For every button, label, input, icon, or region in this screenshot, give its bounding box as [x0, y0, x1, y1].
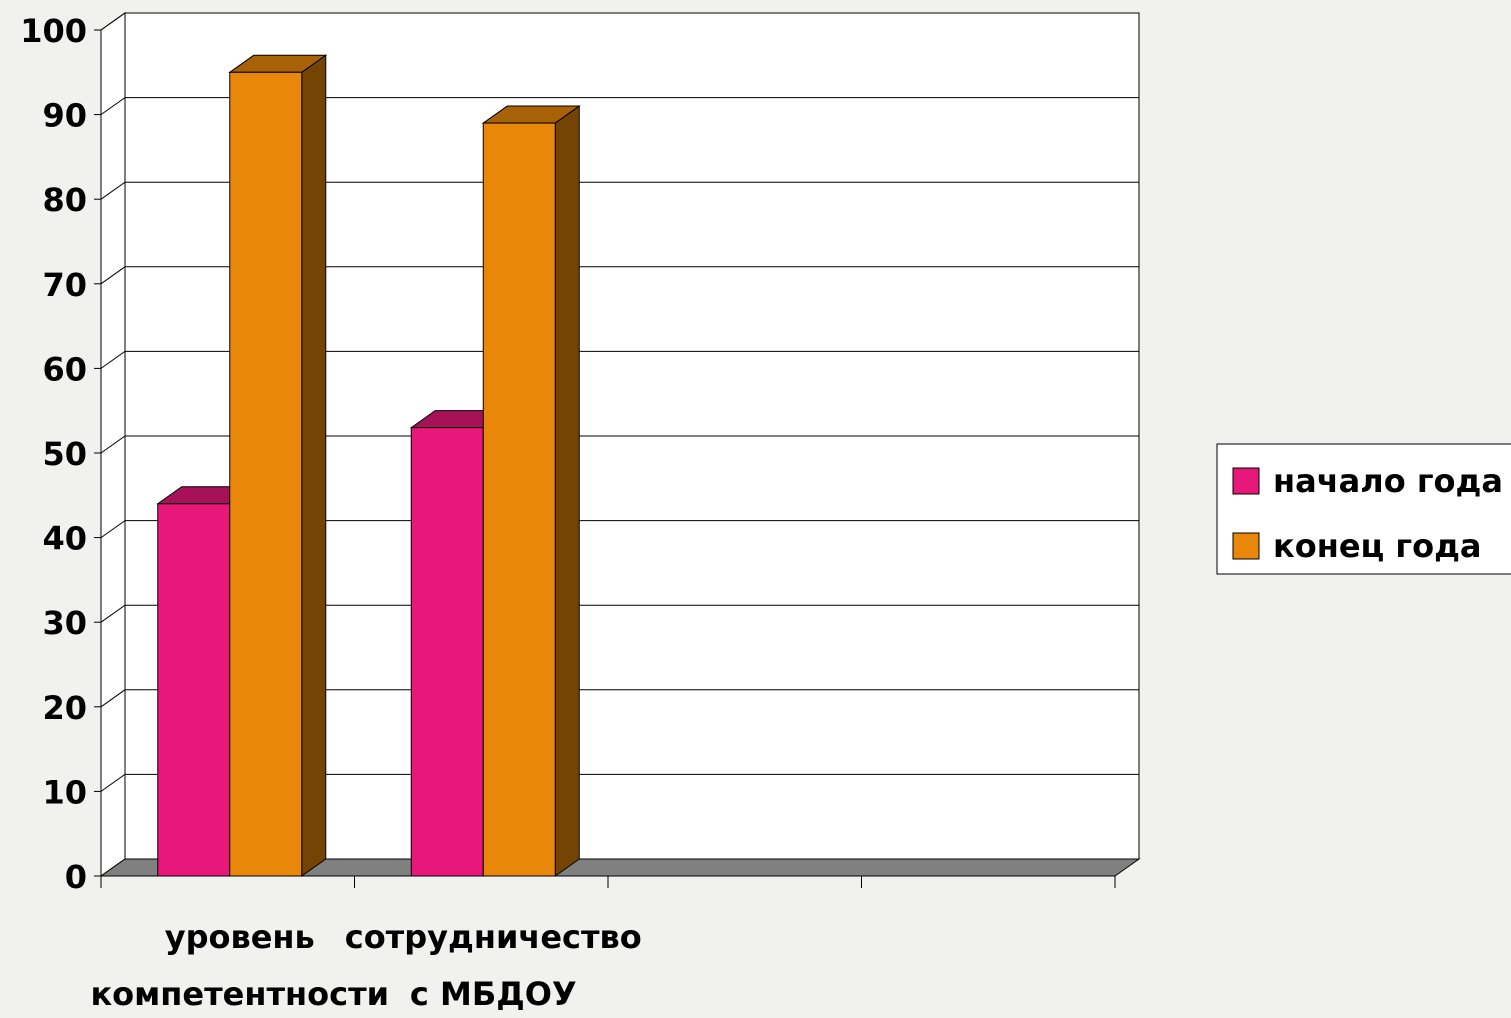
gridline	[100, 689, 1139, 708]
gridline	[100, 435, 1139, 454]
x-tick-label: компетентности	[90, 975, 389, 1013]
legend-box	[1216, 443, 1511, 575]
y-tick-label: 60	[42, 350, 87, 388]
gridline	[100, 266, 1139, 285]
y-tick-label: 50	[42, 435, 87, 473]
gridline	[100, 181, 1139, 200]
y-tick-label: 0	[65, 858, 87, 896]
y-tick-label: 30	[42, 604, 87, 642]
bar	[157, 503, 231, 877]
x-tick-label: с МБДОУ	[410, 975, 577, 1013]
gridline	[100, 520, 1139, 539]
y-tick-label: 20	[42, 689, 87, 727]
gridline	[100, 350, 1139, 369]
y-tick-label: 10	[42, 773, 87, 811]
x-tick-label: сотрудничество	[345, 918, 642, 956]
gridline	[100, 97, 1139, 116]
y-tick-label: 80	[42, 181, 87, 219]
legend-label: конец года	[1273, 527, 1482, 565]
gridline	[100, 12, 1139, 31]
y-tick-label: 90	[42, 97, 87, 135]
bar-side	[554, 105, 580, 877]
legend-swatch	[1232, 467, 1260, 495]
legend-label: начало года	[1273, 462, 1503, 500]
gridline	[100, 773, 1139, 792]
bar-side	[301, 54, 327, 877]
legend-swatch	[1232, 532, 1260, 560]
y-tick-label: 70	[42, 266, 87, 304]
bar	[410, 427, 484, 877]
bar	[229, 71, 303, 877]
bar	[482, 122, 556, 877]
y-tick-label: 40	[42, 520, 87, 558]
y-tick-label: 100	[20, 12, 87, 50]
gridline	[100, 604, 1139, 623]
x-tick-label: уровень	[165, 918, 315, 956]
